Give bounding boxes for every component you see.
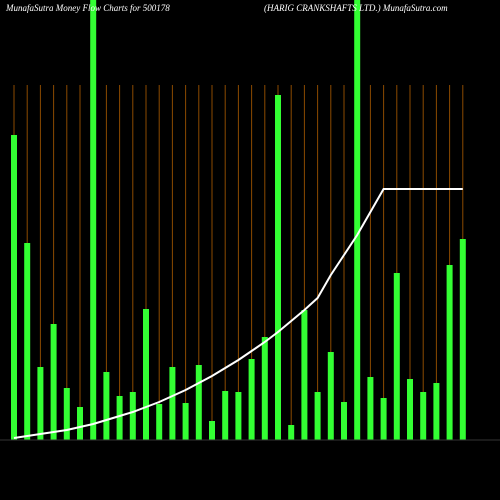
bar	[156, 404, 163, 440]
bar	[301, 310, 308, 440]
bar	[314, 392, 321, 440]
bar	[354, 0, 361, 440]
chart-subtitle: (HARIG CRANKSHAFTS LTD.) MunafaSutra.com	[264, 3, 448, 13]
bar	[77, 407, 83, 440]
bar	[367, 377, 374, 440]
chart-title: MunafaSutra Money Flow Charts for 500178	[5, 3, 170, 13]
bar	[11, 135, 17, 440]
bar	[420, 392, 427, 440]
bar	[222, 391, 229, 440]
bar	[327, 352, 334, 440]
bar	[169, 367, 176, 440]
bar	[393, 273, 400, 440]
bar	[63, 388, 70, 440]
bar	[24, 243, 31, 440]
bar	[248, 359, 255, 440]
bar	[235, 392, 242, 440]
bar	[380, 398, 387, 440]
bar	[116, 396, 123, 440]
bar	[103, 372, 110, 440]
bar	[275, 95, 281, 440]
bar	[50, 324, 57, 440]
plot	[0, 0, 500, 441]
bar	[288, 425, 295, 440]
bar	[195, 365, 202, 440]
bar	[261, 337, 268, 440]
bar	[459, 239, 466, 440]
bar	[209, 421, 215, 440]
bar	[37, 367, 44, 440]
bar	[182, 403, 189, 440]
bar	[143, 309, 149, 440]
bar	[129, 392, 136, 440]
bar	[341, 402, 347, 440]
bar	[433, 383, 440, 440]
money-flow-line	[13, 188, 463, 439]
bar	[446, 265, 453, 440]
bar	[407, 379, 413, 440]
bar	[90, 0, 97, 440]
